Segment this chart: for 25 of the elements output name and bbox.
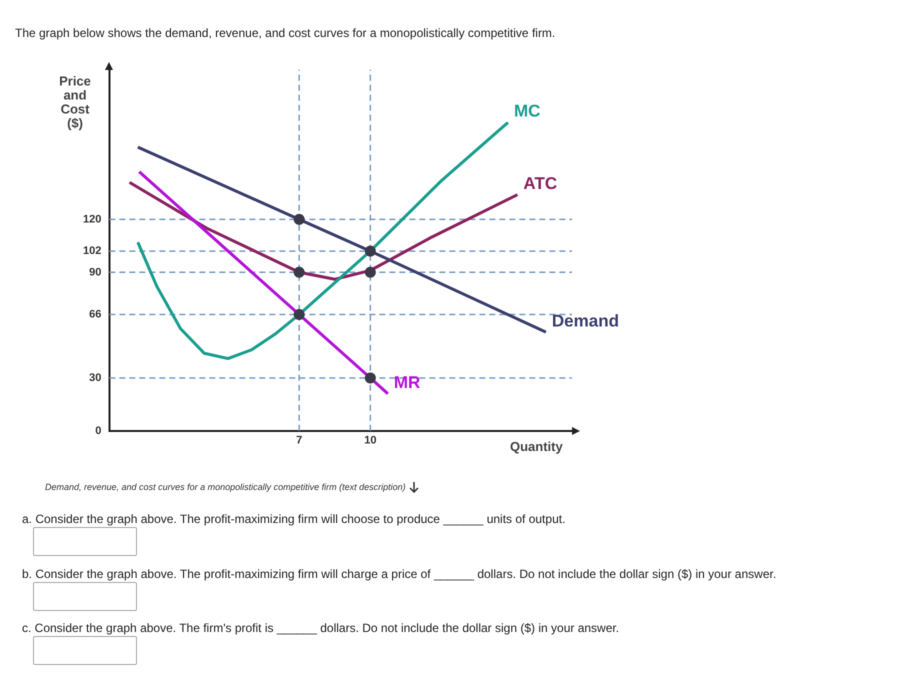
series-label: ATC — [523, 174, 558, 193]
y-tick-label: 66 — [89, 308, 102, 321]
series-label: Demand — [552, 311, 619, 330]
text: Demand, revenue, and cost curves for a monopolistically competitive firm (text description) — [45, 482, 407, 494]
y-tick-label: 0 — [95, 424, 102, 437]
x-axis-title: Quantity — [510, 438, 564, 454]
text: c. Consider the graph above. The firm's profit is ______ dollars. Do not include the dollar sign ($) in your answer. — [22, 621, 620, 635]
point — [294, 266, 305, 278]
chart-title: The graph below shows the demand, revenue, and cost curves for a monopolistically competitive firm. — [15, 26, 556, 40]
y-axis-title: Price and Cost ($) — [59, 74, 91, 131]
series-label: MC — [514, 102, 540, 121]
x-tick-label: 10 — [364, 434, 376, 446]
y-tick-label: 102 — [82, 245, 102, 258]
point — [364, 372, 376, 384]
y-tick-label: 90 — [89, 266, 102, 278]
point — [294, 214, 305, 225]
y-tick-label: 30 — [89, 372, 102, 384]
series-label: MR — [394, 372, 420, 392]
y-tick-label: 120 — [82, 213, 102, 226]
point — [294, 309, 305, 320]
text: a. Consider the graph above. The profit-maximizing firm will choose to produce ______ units of output. — [22, 512, 566, 526]
point — [364, 246, 376, 257]
point — [364, 266, 376, 278]
text: b. Consider the graph above. The profit-maximizing firm will charge a price of ______ dollars. Do not include the dollar sign ($) in your answer. — [22, 567, 776, 581]
x-tick-label: 7 — [296, 434, 302, 446]
